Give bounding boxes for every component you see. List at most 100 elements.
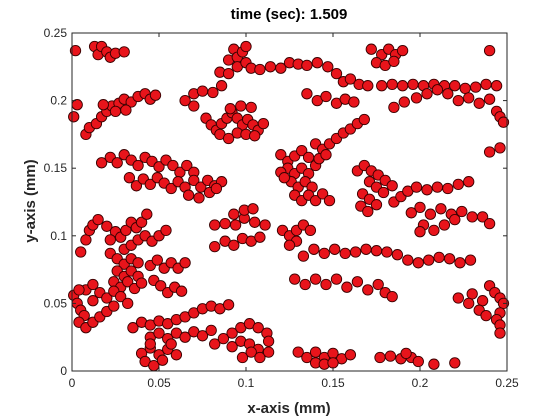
axes-box [71, 32, 508, 372]
y-tick-label: 0.1 [50, 229, 67, 243]
data-point [209, 338, 221, 350]
data-point [405, 207, 417, 219]
data-point [209, 240, 221, 253]
data-point [122, 297, 134, 310]
data-point [320, 149, 332, 161]
y-tick-label: 0 [60, 364, 67, 378]
data-point [207, 86, 219, 99]
data-point [115, 290, 127, 303]
data-point [412, 355, 424, 368]
data-point [130, 180, 143, 192]
y-axis-label: y-axis (mm) [22, 159, 39, 242]
data-point [431, 84, 444, 96]
data-point [388, 55, 400, 68]
data-point [358, 113, 370, 126]
data-point [120, 224, 132, 237]
data-point [275, 149, 287, 161]
data-point [463, 176, 475, 188]
data-point [188, 174, 200, 187]
data-point [330, 273, 343, 285]
data-point [316, 188, 329, 200]
data-point [151, 254, 163, 266]
data-point [249, 130, 261, 142]
data-point [296, 144, 308, 157]
data-point [483, 217, 496, 230]
data-point [490, 80, 503, 92]
y-tick-label: 0.05 [44, 296, 68, 310]
data-point [463, 92, 475, 104]
data-point [226, 341, 238, 353]
data-point [301, 59, 313, 72]
x-axis-label: x-axis (mm) [247, 400, 330, 417]
data-point [249, 216, 261, 228]
data-point [118, 46, 130, 58]
data-point [135, 277, 148, 289]
data-point [452, 94, 464, 107]
data-point [301, 351, 313, 364]
data-point [240, 40, 252, 53]
data-point [229, 219, 242, 231]
data-point [365, 43, 377, 55]
data-point [235, 100, 247, 112]
data-point [247, 203, 259, 215]
data-point [344, 73, 357, 85]
data-point [374, 351, 386, 364]
data-point [153, 161, 165, 173]
data-point [400, 347, 412, 360]
data-point [179, 94, 191, 107]
data-point [421, 88, 433, 100]
data-point [362, 80, 374, 92]
data-point [217, 332, 230, 345]
data-point [132, 159, 144, 172]
y-tick-label: 0.15 [44, 161, 68, 175]
data-point [226, 327, 238, 339]
data-point [362, 284, 374, 296]
data-point [283, 239, 296, 251]
data-point [264, 61, 277, 73]
data-point [135, 216, 148, 228]
data-point [452, 178, 464, 191]
data-point [494, 327, 506, 339]
data-point [228, 208, 240, 220]
data-point [155, 280, 167, 292]
data-point [459, 82, 471, 95]
data-point [209, 219, 221, 231]
data-point [370, 199, 383, 211]
data-point [167, 159, 179, 172]
x-tick-label: 0.25 [495, 376, 519, 390]
data-point [443, 253, 456, 265]
data-point [297, 250, 310, 262]
data-point [120, 104, 132, 116]
data-point [122, 276, 134, 288]
data-point [483, 146, 496, 158]
axis-ticks: 0 0.05 0.1 0.15 0.2 0.25 0 0.05 0.1 0.15 0.2 0.25 [44, 26, 519, 390]
data-point [476, 211, 489, 223]
x-tick-label: 0.05 [147, 376, 171, 390]
x-tick-label: 0.2 [412, 376, 429, 390]
data-point [179, 257, 191, 269]
data-point [254, 63, 266, 76]
data-point [144, 178, 156, 191]
data-point [222, 132, 235, 145]
data-point [254, 351, 266, 364]
data-point [464, 254, 477, 266]
data-point [388, 101, 400, 114]
data-point [362, 205, 374, 218]
data-point [449, 213, 461, 226]
data-point [329, 243, 341, 255]
y-tick-label: 0.25 [44, 26, 68, 40]
data-point [497, 116, 510, 128]
data-point [318, 247, 330, 260]
data-point [252, 322, 264, 334]
data-point [188, 100, 200, 112]
data-point [97, 99, 109, 111]
data-point [259, 219, 271, 231]
data-point [323, 194, 336, 207]
x-tick-label: 0.1 [238, 376, 255, 390]
data-point [360, 243, 372, 255]
data-point [431, 181, 444, 193]
data-point [396, 44, 409, 57]
data-points [68, 40, 510, 372]
data-point [449, 357, 461, 369]
